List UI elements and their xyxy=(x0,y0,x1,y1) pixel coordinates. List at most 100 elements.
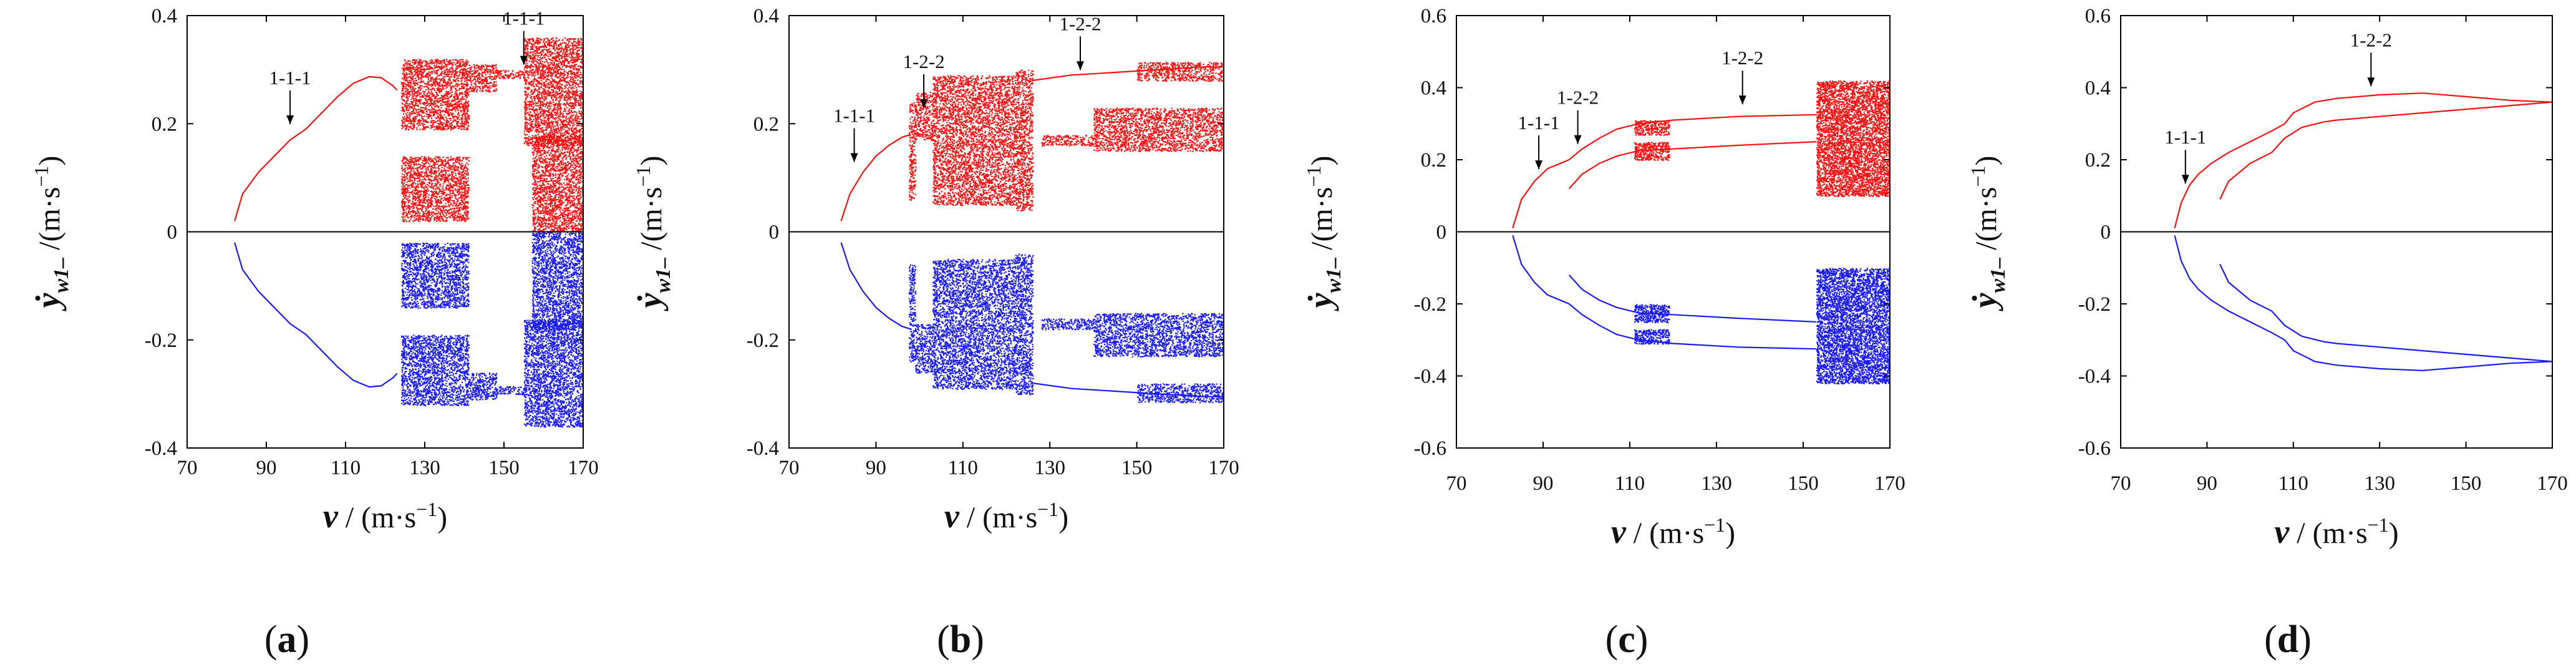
chaos-point xyxy=(431,59,433,61)
chaos-point xyxy=(528,66,530,68)
upper-branch-chaos-band-4 xyxy=(523,37,583,147)
chaos-point xyxy=(412,186,414,188)
chaos-point xyxy=(406,182,408,183)
chaos-point xyxy=(458,193,460,195)
chaos-point xyxy=(410,83,412,85)
chaos-point xyxy=(414,158,416,160)
chaos-point xyxy=(467,212,469,213)
chaos-point xyxy=(459,62,461,64)
chaos-point xyxy=(433,172,435,174)
chaos-point xyxy=(415,99,417,101)
chaos-point xyxy=(458,213,460,215)
chaos-point xyxy=(557,104,559,106)
chaos-point xyxy=(463,69,465,71)
chaos-point xyxy=(453,79,455,81)
chaos-point xyxy=(407,213,409,215)
chaos-point xyxy=(404,172,406,173)
chaos-point xyxy=(409,205,410,207)
chaos-point xyxy=(571,88,573,90)
chaos-point xyxy=(543,71,545,72)
chaos-point xyxy=(493,85,495,87)
chaos-point xyxy=(480,64,483,66)
chaos-point xyxy=(443,79,445,80)
chaos-point xyxy=(445,200,447,202)
chaos-point xyxy=(500,73,502,75)
chaos-point xyxy=(461,126,463,128)
chaos-point xyxy=(422,166,424,168)
chaos-point xyxy=(440,68,442,70)
chaos-point xyxy=(466,128,468,130)
chaos-point xyxy=(461,162,463,165)
chaos-point xyxy=(420,218,422,220)
chaos-point xyxy=(426,173,428,175)
chaos-point xyxy=(439,90,441,92)
chaos-point xyxy=(425,190,427,192)
chaos-point xyxy=(406,191,408,193)
chaos-point xyxy=(485,85,487,87)
chaos-point xyxy=(413,173,415,175)
chaos-point xyxy=(465,119,467,121)
chaos-point xyxy=(404,104,406,105)
chaos-point xyxy=(566,82,568,84)
chaos-point xyxy=(429,66,430,68)
chaos-point xyxy=(420,208,422,210)
chaos-point xyxy=(576,84,578,85)
chaos-point xyxy=(412,60,414,62)
chaos-point xyxy=(493,72,495,74)
chaos-point xyxy=(430,200,432,202)
chaos-point xyxy=(408,95,410,98)
chaos-point xyxy=(450,87,452,89)
chaos-point xyxy=(433,190,435,192)
chaos-point xyxy=(454,214,457,216)
chaos-point xyxy=(446,193,448,195)
chaos-point xyxy=(439,74,441,75)
chaos-point xyxy=(450,60,452,62)
chaos-point xyxy=(411,67,414,69)
chaos-point xyxy=(425,197,427,198)
chaos-point xyxy=(462,96,463,99)
chaos-point xyxy=(410,70,412,72)
chaos-point xyxy=(450,212,452,214)
chaos-point xyxy=(448,210,450,212)
chaos-point xyxy=(407,180,409,182)
chaos-point xyxy=(407,124,409,126)
chaos-point xyxy=(442,185,444,187)
chaos-point xyxy=(419,111,420,113)
chaos-point xyxy=(417,90,419,92)
chaos-point xyxy=(438,177,440,179)
chaos-point xyxy=(437,199,438,201)
chaos-point xyxy=(414,124,415,126)
chaos-point xyxy=(455,69,457,71)
chaos-point xyxy=(446,106,448,108)
chaos-point xyxy=(423,119,425,121)
chaos-point xyxy=(417,72,419,74)
chaos-point xyxy=(437,166,439,168)
chaos-point xyxy=(458,202,460,204)
chaos-point xyxy=(461,197,463,198)
chaos-point xyxy=(457,211,460,213)
chaos-point xyxy=(535,135,537,137)
chaos-point xyxy=(482,82,483,84)
chaos-point xyxy=(540,85,542,87)
chaos-point xyxy=(449,76,451,78)
chaos-point xyxy=(408,114,410,115)
chaos-point xyxy=(431,203,433,205)
chaos-point xyxy=(406,94,408,96)
chaos-point xyxy=(462,200,464,202)
chaos-point xyxy=(452,167,454,168)
chaos-point xyxy=(429,179,431,181)
chaos-point xyxy=(414,121,415,123)
chaos-point xyxy=(440,163,442,165)
chaos-point xyxy=(415,215,417,217)
chaos-point xyxy=(533,82,535,84)
chaos-point xyxy=(423,176,425,178)
chaos-point xyxy=(417,121,419,123)
chaos-point xyxy=(435,188,437,190)
chaos-point xyxy=(467,163,469,165)
chaos-point xyxy=(419,201,421,203)
chaos-point xyxy=(444,111,446,113)
chaos-point xyxy=(476,75,478,77)
chaos-point xyxy=(440,74,442,76)
chaos-point xyxy=(466,107,468,109)
chaos-point xyxy=(420,201,422,203)
